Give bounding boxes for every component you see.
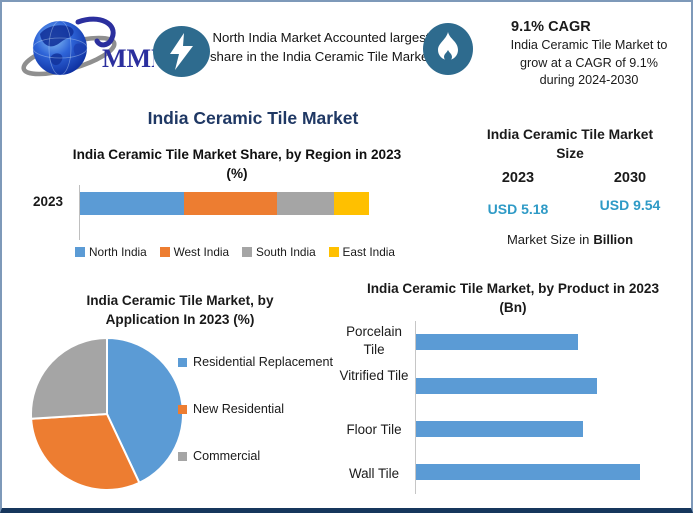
legend-label: South India — [255, 245, 316, 259]
page-title: India Ceramic Tile Market — [147, 108, 359, 128]
cagr-line2: grow at a CAGR of 9.1% — [520, 55, 658, 70]
legend-item-residential-replacement: Residential Replacement — [178, 355, 333, 369]
legend-label: Residential Replacement — [193, 355, 334, 369]
cagr-title: 9.1% CAGR — [511, 19, 591, 35]
region-stacked-bar — [80, 192, 369, 215]
highlight-share-text: North India Market Accounted largest sha… — [209, 30, 433, 64]
legend-label: North India — [89, 245, 147, 259]
legend-swatch — [241, 247, 252, 257]
mmr-logo: MMR — [14, 10, 170, 82]
market-size-year-2023: 2023 — [501, 170, 535, 186]
legend-swatch — [178, 357, 187, 367]
legend-swatch — [328, 247, 339, 257]
product-label-vitrified-tile: Vitrified Tile — [339, 368, 409, 383]
product-axis-line — [415, 321, 416, 494]
highlight-cagr: 9.1% CAGR India Ceramic Tile Market to g… — [496, 19, 682, 90]
application-pie — [30, 336, 185, 491]
market-size-year-2030: 2030 — [613, 170, 647, 186]
legend-swatch — [75, 247, 85, 257]
cagr-line1: India Ceramic Tile Market to — [510, 38, 668, 52]
legend-label: New Residential — [193, 402, 284, 416]
pie-slice-2 — [30, 336, 108, 420]
market-size-value-2023: USD 5.18 — [487, 201, 549, 217]
region-segment-south — [276, 192, 335, 215]
legend-item-south-india: South India — [241, 245, 316, 259]
legend-item-east-india: East India — [328, 245, 395, 259]
flame-icon — [423, 23, 473, 80]
application-pie-legend: Residential Replacement New Residential … — [178, 355, 333, 463]
legend-label: East India — [342, 245, 395, 259]
product-bar-floor-tile — [416, 421, 583, 437]
region-segment-west — [184, 192, 277, 215]
legend-label: West India — [173, 245, 230, 259]
globe-logo-icon: MMR — [21, 16, 170, 77]
product-label-floor-tile: Floor Tile — [346, 422, 402, 437]
logo-text: MMR — [102, 44, 154, 73]
legend-item-north-india: North India — [75, 245, 147, 259]
region-legend: North India West India South India East … — [75, 245, 395, 259]
cagr-line3: during 2024-2030 — [539, 73, 639, 87]
legend-item-west-india: West India — [159, 245, 230, 259]
product-bar-vitrified-tile — [416, 378, 597, 394]
pie-slice-0 — [106, 336, 185, 485]
legend-swatch — [178, 451, 187, 461]
lightning-icon — [153, 26, 210, 82]
region-chart-title: India Ceramic Tile Market Share, by Regi… — [72, 147, 402, 181]
market-size-title: India Ceramic Tile Market Size — [486, 127, 654, 161]
legend-item-new-residential: New Residential — [178, 402, 333, 416]
product-chart-title: India Ceramic Tile Market, by Product in… — [366, 281, 660, 315]
region-axis-label-2023: 2023 — [32, 194, 64, 209]
product-bar-wall-tile — [416, 464, 640, 480]
market-size-value-2030: USD 9.54 — [599, 197, 661, 213]
region-segment-north — [80, 192, 185, 215]
region-axis-line — [79, 185, 80, 240]
market-size-caption: Market Size in Billion — [506, 232, 634, 247]
pie-slice-1 — [30, 412, 141, 491]
legend-item-commercial: Commercial — [178, 449, 333, 463]
legend-swatch — [159, 247, 170, 257]
product-bar-porcelain-tile — [416, 334, 578, 350]
legend-swatch — [178, 404, 187, 414]
product-label-wall-tile: Wall Tile — [348, 466, 400, 481]
region-segment-east — [334, 192, 369, 215]
application-pie-title: India Ceramic Tile Market, by Applicatio… — [86, 293, 274, 327]
legend-label: Commercial — [193, 449, 261, 463]
product-label-porcelain-tile: Porcelain Tile — [346, 324, 402, 357]
